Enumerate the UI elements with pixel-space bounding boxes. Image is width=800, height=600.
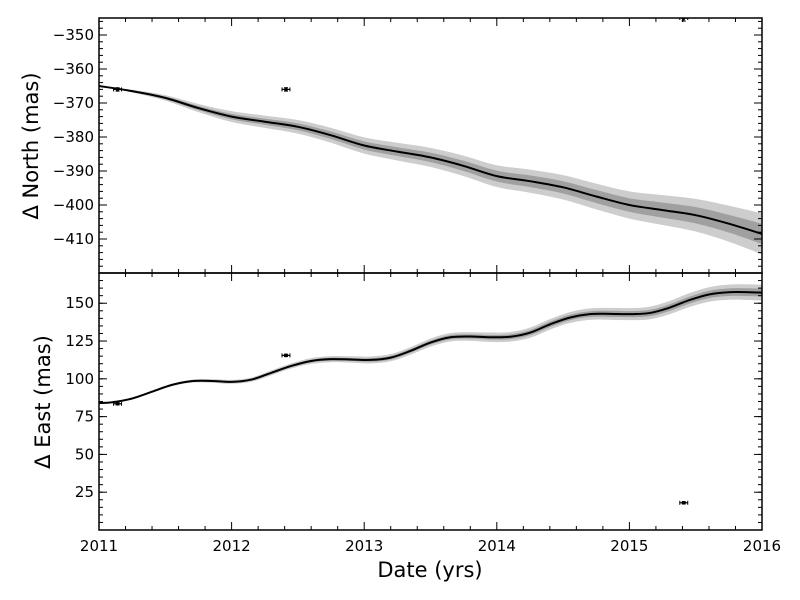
north-y-tick-label: −390 (53, 162, 94, 180)
east-observations (113, 353, 689, 505)
east-observation-0 (113, 401, 123, 406)
east-observation-2 (679, 500, 689, 505)
east-observation-point-0 (115, 401, 120, 406)
north-observation-1 (281, 87, 291, 92)
east-y-tick-label: 75 (75, 408, 94, 426)
north-y-tick-labels: −350 −360 −370 −380 −390 −400 −410 (53, 26, 94, 248)
north-panel-frame (98, 17, 763, 274)
x-tick-labels: 2011 2012 2013 2014 2015 2016 (80, 537, 781, 555)
east-y-tick-labels: 25 50 75 100 125 150 (65, 294, 94, 501)
east-observation-point-2 (681, 500, 686, 505)
east-model-curve (99, 291, 762, 405)
north-tick-marks (98, 18, 763, 274)
east-y-tick-label: 25 (75, 483, 94, 501)
north-observations (113, 18, 689, 92)
north-observation-point-0 (115, 87, 120, 92)
north-observation-point-1 (284, 87, 288, 92)
north-y-tick-label: −370 (53, 94, 94, 112)
east-tick-marks (98, 272, 763, 531)
north-y-tick-label: −350 (53, 26, 94, 44)
east-observation-point-1 (284, 353, 288, 358)
north-outer-confidence-band (99, 86, 762, 255)
east-panel: 25 50 75 100 125 150 2011 2012 2013 2014 2015 2016… (31, 272, 781, 582)
east-x-tick-label: 2013 (345, 537, 383, 555)
north-panel: −350 −360 −370 −380 −390 −400 −410 Δ North (ma… (19, 17, 763, 274)
north-model-curve (99, 85, 762, 235)
east-x-tick-label: 2016 (743, 537, 781, 555)
east-y-tick-label: 125 (65, 332, 94, 350)
east-x-tick-label: 2015 (610, 537, 648, 555)
east-y-tick-label: 150 (65, 294, 94, 312)
east-y-tick-label: 50 (75, 445, 94, 463)
east-x-tick-label: 2011 (80, 537, 118, 555)
north-y-tick-label: −360 (53, 60, 94, 78)
east-x-tick-label: 2014 (478, 537, 516, 555)
north-y-axis-label: Δ North (mas) (19, 72, 43, 219)
east-observation-1 (281, 353, 291, 358)
north-y-tick-label: −400 (53, 196, 94, 214)
north-y-tick-label: −380 (53, 128, 94, 146)
x-axis-label: Date (yrs) (377, 558, 482, 582)
east-y-tick-label: 100 (65, 370, 94, 388)
north-y-tick-label: −410 (53, 230, 94, 248)
north-observation-0 (113, 87, 123, 92)
east-x-tick-label: 2012 (213, 537, 251, 555)
east-y-axis-label: Δ East (mas) (31, 335, 55, 469)
